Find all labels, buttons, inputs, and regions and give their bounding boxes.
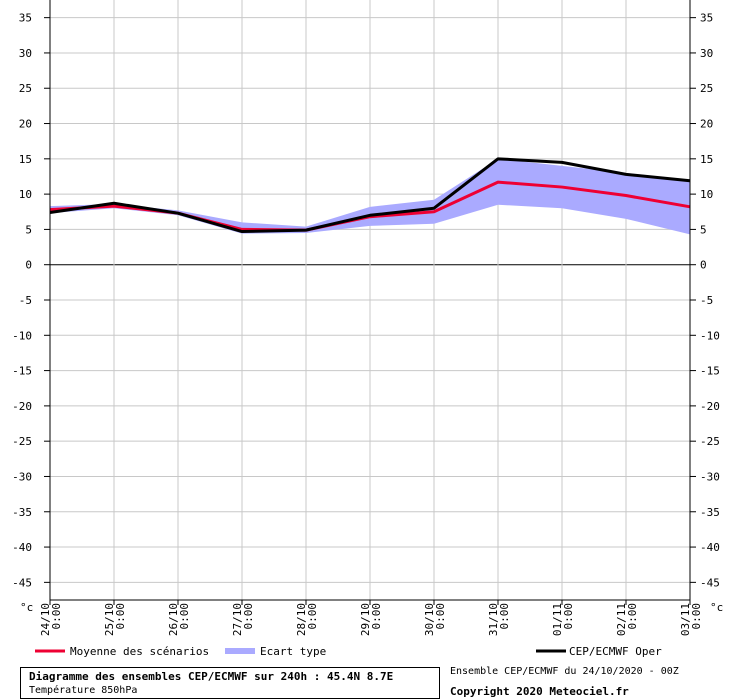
x-tick-date: 26/10 — [167, 603, 180, 636]
y-tick-label-right: -5 — [700, 294, 713, 307]
x-tick-label: 30/100:00 — [423, 603, 447, 636]
y-tick-label-right: 10 — [700, 188, 713, 201]
x-tick-time: 0:00 — [626, 603, 639, 630]
x-tick-label: 25/100:00 — [103, 603, 127, 636]
x-tick-time: 0:00 — [434, 603, 447, 630]
x-tick-label: 03/110:00 — [679, 603, 703, 636]
y-tick-label-left: -40 — [12, 541, 32, 554]
y-tick-label-left: 20 — [19, 118, 32, 131]
y-tick-label-left: -15 — [12, 365, 32, 378]
x-tick-label: 01/110:00 — [551, 603, 575, 636]
y-tick-label-right: -20 — [700, 400, 720, 413]
x-tick-label: 24/100:00 — [39, 603, 63, 636]
copyright: Copyright 2020 Meteociel.fr — [450, 685, 629, 698]
y-tick-label-right: 20 — [700, 118, 713, 131]
y-tick-label-left: 10 — [19, 188, 32, 201]
y-tick-label-left: -35 — [12, 506, 32, 519]
y-unit-right: °c — [710, 601, 723, 614]
legend-label-mean: Moyenne des scénarios — [70, 645, 209, 658]
x-tick-time: 0:00 — [114, 603, 127, 630]
y-unit-left: °c — [20, 601, 33, 614]
x-tick-time: 0:00 — [498, 603, 511, 630]
x-tick-time: 0:00 — [178, 603, 191, 630]
y-tick-label-left: -5 — [19, 294, 32, 307]
chart-title: Diagramme des ensembles CEP/ECMWF sur 24… — [29, 670, 394, 683]
y-tick-label-left: -45 — [12, 576, 32, 589]
y-tick-label-right: -25 — [700, 435, 720, 448]
x-tick-label: 26/100:00 — [167, 603, 191, 636]
legend-label-oper: CEP/ECMWF Oper — [569, 645, 662, 658]
x-tick-time: 0:00 — [50, 603, 63, 630]
x-tick-label: 29/100:00 — [359, 603, 383, 636]
y-tick-label-left: 15 — [19, 153, 32, 166]
y-tick-label-right: 25 — [700, 82, 713, 95]
x-tick-time: 0:00 — [370, 603, 383, 630]
x-tick-date: 31/10 — [487, 603, 500, 636]
x-tick-time: 0:00 — [242, 603, 255, 630]
y-tick-label-right: -15 — [700, 365, 720, 378]
x-tick-date: 01/11 — [551, 603, 564, 636]
x-tick-date: 24/10 — [39, 603, 52, 636]
legend-label-spread: Ecart type — [260, 645, 326, 658]
y-tick-label-left: 35 — [19, 12, 32, 25]
y-tick-label-left: -30 — [12, 470, 32, 483]
x-tick-label: 31/100:00 — [487, 603, 511, 636]
x-tick-date: 02/11 — [615, 603, 628, 636]
y-tick-label-right: 35 — [700, 12, 713, 25]
series-line-oper — [49, 157, 691, 234]
x-tick-time: 0:00 — [562, 603, 575, 630]
run-info: Ensemble CEP/ECMWF du 24/10/2020 - 00Z — [450, 666, 679, 677]
y-tick-label-right: 5 — [700, 223, 707, 236]
spread-band — [50, 158, 690, 235]
y-tick-label-right: 30 — [700, 47, 713, 60]
y-tick-label-left: -20 — [12, 400, 32, 413]
y-tick-label-right: -35 — [700, 506, 720, 519]
y-tick-label-right: -40 — [700, 541, 720, 554]
x-tick-time: 0:00 — [306, 603, 319, 630]
x-tick-label: 28/100:00 — [295, 603, 319, 636]
x-tick-label: 02/110:00 — [615, 603, 639, 636]
chart-info-box: Diagramme des ensembles CEP/ECMWF sur 24… — [20, 667, 440, 699]
x-tick-date: 03/11 — [679, 603, 692, 636]
y-tick-label-left: -25 — [12, 435, 32, 448]
y-tick-label-right: -10 — [700, 329, 720, 342]
y-tick-label-left: -10 — [12, 329, 32, 342]
x-tick-date: 27/10 — [231, 603, 244, 636]
x-tick-date: 25/10 — [103, 603, 116, 636]
x-tick-date: 29/10 — [359, 603, 372, 636]
y-tick-label-left: 0 — [25, 259, 32, 272]
y-tick-label-right: -30 — [700, 470, 720, 483]
y-tick-label-left: 30 — [19, 47, 32, 60]
y-tick-label-left: 5 — [25, 223, 32, 236]
y-tick-label-right: 15 — [700, 153, 713, 166]
y-tick-label-right: -45 — [700, 576, 720, 589]
y-tick-label-right: 0 — [700, 259, 707, 272]
chart-subtitle: Température 850hPa — [29, 685, 138, 696]
x-tick-date: 28/10 — [295, 603, 308, 636]
x-tick-label: 27/100:00 — [231, 603, 255, 636]
x-tick-time: 0:00 — [690, 603, 703, 630]
x-tick-date: 30/10 — [423, 603, 436, 636]
y-tick-label-left: 25 — [19, 82, 32, 95]
